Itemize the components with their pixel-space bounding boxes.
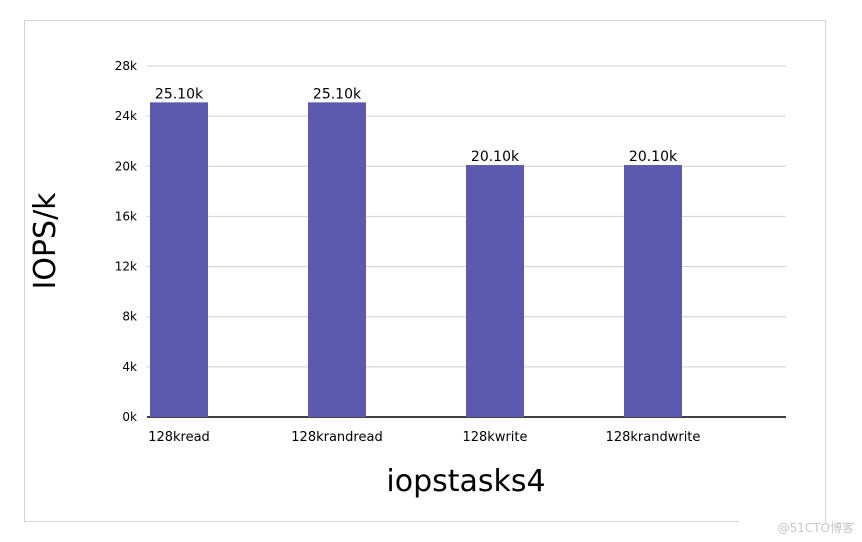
bar (308, 102, 366, 417)
bar (150, 102, 208, 417)
x-tick-labels: 128kread 128krandread 128kwrite 128krandwri… (148, 430, 700, 445)
y-tick-label: 24k (115, 109, 137, 123)
y-tick-label: 16k (115, 209, 137, 223)
bar-data-label: 25.10k (313, 86, 362, 102)
bars (150, 102, 682, 417)
y-tick-label: 8k (122, 310, 137, 324)
y-axis-title: IOPS/k (28, 192, 63, 290)
bar-data-label: 20.10k (629, 149, 678, 165)
y-tick-label: 0k (122, 410, 137, 424)
x-tick-label: 128krandread (291, 430, 382, 445)
x-tick-label: 128kwrite (462, 430, 527, 445)
x-tick-label: 128krandwrite (606, 430, 701, 445)
y-tick-label: 4k (122, 360, 137, 374)
bar-data-label: 20.10k (471, 149, 520, 165)
y-tick-labels: 0k 4k 8k 12k 16k 20k 24k 28k (115, 59, 137, 424)
bar-data-label: 25.10k (155, 86, 204, 102)
bar (466, 165, 524, 417)
data-labels: 25.10k 25.10k 20.10k 20.10k (155, 86, 678, 165)
chart-frame-bottom-border (24, 521, 739, 522)
watermark: @51CTO博客 (777, 521, 854, 535)
y-tick-label: 20k (115, 159, 137, 173)
x-tick-label: 128kread (148, 430, 210, 445)
bar (624, 165, 682, 417)
y-tick-label: 12k (115, 260, 137, 274)
x-axis-title: iopstasks4 (386, 464, 545, 499)
y-tick-label: 28k (115, 59, 137, 73)
